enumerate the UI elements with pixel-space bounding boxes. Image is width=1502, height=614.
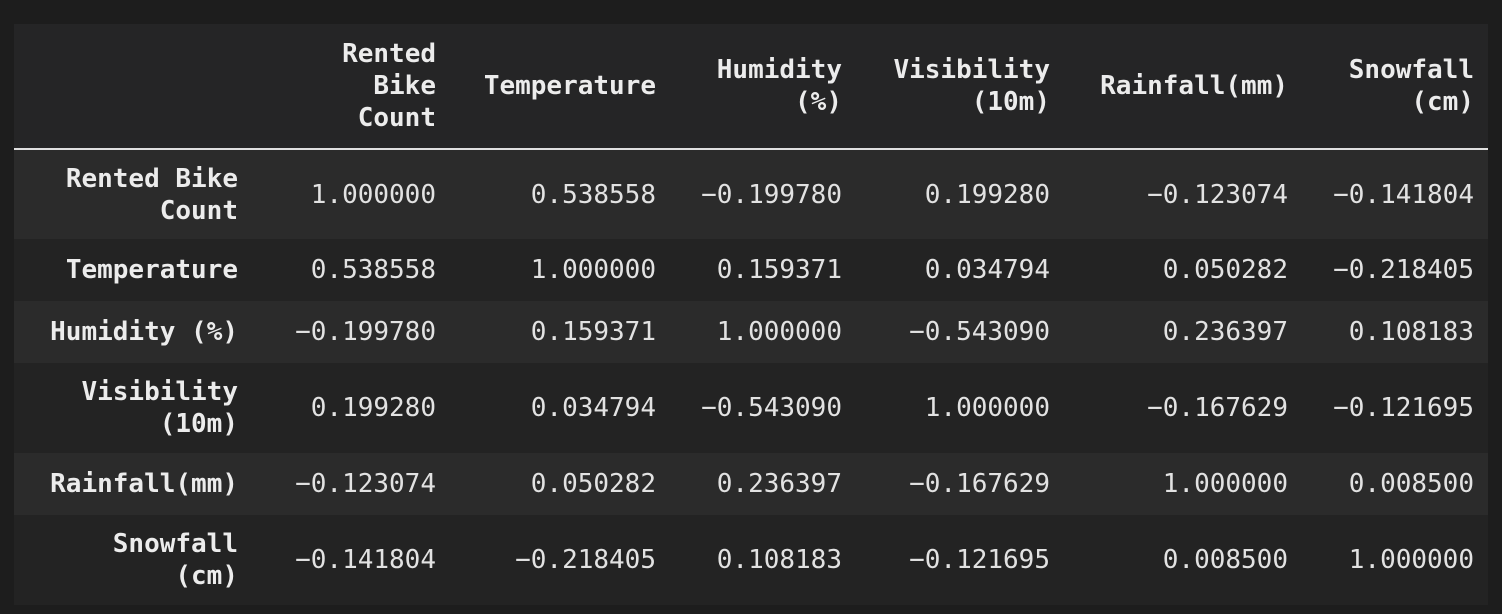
table-cell: 0.538558 [310,255,436,285]
table-cell: −0.167629 [1147,393,1288,423]
column-header: Rainfall(mm) [1064,24,1302,150]
table-row: Visibility (10m) 0.199280 0.034794 −0.54… [14,363,1488,453]
column-header: Snowfall (cm) [1302,24,1488,150]
row-header: Snowfall (cm) [112,529,238,591]
table-cell: −0.123074 [1147,179,1288,210]
table-cell: 0.008500 [1162,545,1288,575]
table-cell: −0.123074 [295,469,436,499]
table-cell: 0.108183 [716,545,842,575]
table-cell: 1.000000 [1348,545,1474,575]
table-cell: −0.543090 [701,393,842,423]
table-cell: −0.121695 [1333,393,1474,423]
table-cell: 1.000000 [924,393,1050,423]
column-header: Visibility (10m) [856,24,1064,150]
row-header: Temperature [65,255,238,285]
table-cell: 1.000000 [716,317,842,347]
table-cell: −0.167629 [909,469,1050,499]
table-row: Rainfall(mm) −0.123074 0.050282 0.236397… [14,453,1488,515]
table-cell: 1.000000 [310,179,436,210]
table-cell: 0.199280 [924,179,1050,210]
table-cell: 0.236397 [1162,317,1288,347]
dataframe-output: Rented Bike Count Temperature Humidity (… [14,24,1488,605]
column-header: Temperature [450,24,670,150]
table-cell: 0.050282 [530,469,656,499]
table-cell: −0.543090 [909,317,1050,347]
table-cell: 1.000000 [530,255,656,285]
table-cell: −0.199780 [701,179,842,210]
column-header: Rented Bike Count [252,24,450,150]
table-cell: 0.159371 [530,317,656,347]
table-cell: 0.159371 [716,255,842,285]
table-cell: 0.008500 [1348,469,1474,499]
table-cell: 0.236397 [716,469,842,499]
table-row: Temperature 0.538558 1.000000 0.159371 0… [14,239,1488,301]
row-header: Rainfall(mm) [50,469,238,499]
table-cell: −0.141804 [1333,179,1474,210]
table-cell: 0.538558 [530,179,656,210]
row-header: Humidity (%) [50,317,238,347]
table-cell: 0.108183 [1348,317,1474,347]
table-cell: 1.000000 [1162,469,1288,499]
column-header: Humidity (%) [670,24,856,150]
table-row: Humidity (%) −0.199780 0.159371 1.000000… [14,301,1488,363]
table-cell: −0.141804 [295,545,436,575]
correlation-table: Rented Bike Count Temperature Humidity (… [14,24,1488,605]
table-cell: 0.199280 [310,393,436,423]
table-cell: 0.050282 [1162,255,1288,285]
table-cell: 0.034794 [924,255,1050,285]
table-row: Rented Bike Count 1.000000 0.538558 −0.1… [14,149,1488,239]
table-cell: −0.218405 [1333,255,1474,285]
corner-cell [14,24,252,150]
table-cell: −0.121695 [909,545,1050,575]
table-cell: −0.199780 [295,317,436,347]
row-header: Rented Bike Count [65,163,238,226]
table-cell: 0.034794 [530,393,656,423]
row-header: Visibility (10m) [81,377,238,439]
header-row: Rented Bike Count Temperature Humidity (… [14,24,1488,150]
table-row: Snowfall (cm) −0.141804 −0.218405 0.1081… [14,515,1488,605]
table-cell: −0.218405 [515,545,656,575]
